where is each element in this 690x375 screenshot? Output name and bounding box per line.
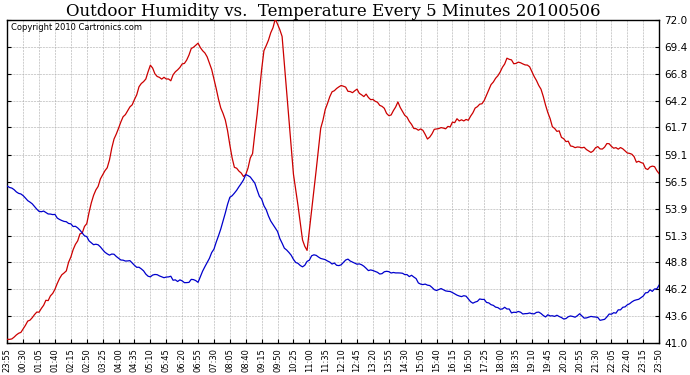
Title: Outdoor Humidity vs.  Temperature Every 5 Minutes 20100506: Outdoor Humidity vs. Temperature Every 5… [66, 3, 600, 20]
Text: Copyright 2010 Cartronics.com: Copyright 2010 Cartronics.com [10, 23, 141, 32]
